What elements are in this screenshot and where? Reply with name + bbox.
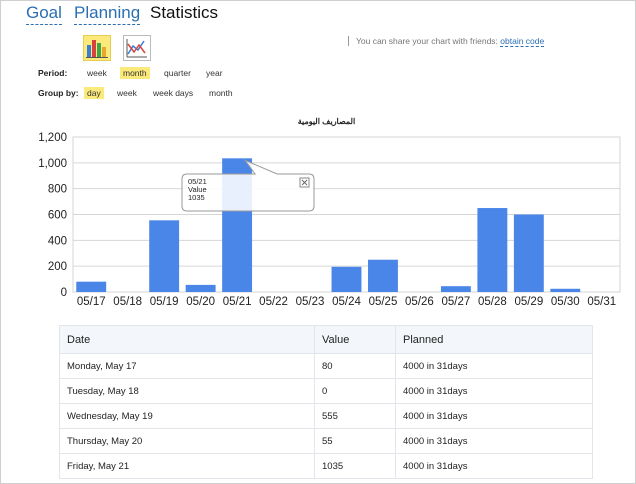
line-chart-icon [126,39,147,58]
table-header-row: Date Value Planned [59,325,593,354]
x-tick-label: 05/31 [587,296,616,308]
period-option-year[interactable]: year [206,68,223,78]
period-option-month[interactable]: month [120,67,150,79]
group-by-label: Group by: [38,88,79,98]
x-tick-label: 05/18 [113,296,142,308]
header-planned[interactable]: Planned [395,325,593,354]
period-label: Period: [38,68,68,78]
table-row: Monday, May 17 80 4000 in 31days [59,353,593,379]
table-row: Wednesday, May 19 555 4000 in 31days [59,403,593,429]
y-tick-label: 400 [48,235,67,247]
x-tick-label: 05/30 [551,296,580,308]
y-tick-label: 0 [61,287,67,299]
bar[interactable] [76,281,107,292]
tooltip-date: 05/21 [188,177,207,186]
period-option-quarter[interactable]: quarter [164,68,191,78]
y-tick-label: 1,200 [38,132,67,144]
x-tick-label: 05/24 [332,296,361,308]
x-tick-label: 05/21 [223,296,252,308]
bar[interactable] [440,286,471,292]
header-date[interactable]: Date [59,325,315,354]
cell-value: 80 [314,353,396,379]
y-tick-label: 1,000 [38,158,67,170]
x-tick-label: 05/20 [186,296,215,308]
cell-date: Tuesday, May 18 [59,378,315,404]
group-option-month[interactable]: month [209,88,233,98]
x-tick-label: 05/22 [259,296,288,308]
bar[interactable] [477,208,508,292]
tooltip-label: Value [188,185,207,194]
table-row: Tuesday, May 18 0 4000 in 31days [59,378,593,404]
chart-title: المصاريف اليومية [298,117,355,127]
tab-statistics[interactable]: Statistics [150,3,219,22]
cell-planned: 4000 in 31days [395,403,593,429]
x-tick-label: 05/28 [478,296,507,308]
cell-value: 0 [314,378,396,404]
x-tick-label: 05/17 [77,296,106,308]
cell-value: 555 [314,403,396,429]
x-tick-label: 05/27 [442,296,471,308]
bar[interactable] [331,266,362,292]
cell-planned: 4000 in 31days [395,353,593,379]
share-text: You can share your chart with friends: [356,36,498,46]
period-option-week[interactable]: week [87,68,107,78]
obtain-code-link[interactable]: obtain code [500,36,545,47]
tooltip-value: 1035 [188,193,205,202]
table-row: Thursday, May 20 55 4000 in 31days [59,428,593,454]
cell-value: 55 [314,428,396,454]
bar[interactable] [513,214,544,293]
y-tick-label: 800 [48,184,67,196]
tooltip-box [181,159,315,212]
cell-planned: 4000 in 31days [395,453,593,479]
bar[interactable] [149,220,180,292]
x-tick-label: 05/19 [150,296,179,308]
line-chart-button[interactable] [123,35,151,61]
bar[interactable] [550,288,581,292]
cell-date: Wednesday, May 19 [59,403,315,429]
x-tick-label: 05/29 [514,296,543,308]
daily-expenses-chart: المصاريف اليومية 0 200 400 600 800 1,000 1,200 0… [38,117,621,308]
tooltip-close-icon[interactable] [299,177,310,188]
table-row: Friday, May 21 1035 4000 in 31days [59,453,593,479]
share-message: You can share your chart with friends: o… [348,36,545,47]
cell-date: Thursday, May 20 [59,428,315,454]
x-tick-label: 05/26 [405,296,434,308]
header-value[interactable]: Value [314,325,396,354]
x-tick-label: 05/23 [296,296,325,308]
cell-date: Monday, May 17 [59,353,315,379]
tab-goal[interactable]: Goal [26,3,62,25]
x-tick-label: 05/25 [369,296,398,308]
group-option-week[interactable]: week [117,88,137,98]
group-option-day[interactable]: day [84,87,104,99]
bar-chart-icon [86,40,108,58]
bar-chart-button[interactable] [83,35,111,61]
cell-value: 1035 [314,453,396,479]
statistics-table: Date Value Planned Monday, May 17 80 400… [59,325,593,479]
group-option-week-days[interactable]: week days [153,88,194,98]
y-tick-label: 600 [48,210,67,222]
cell-planned: 4000 in 31days [395,428,593,454]
cell-planned: 4000 in 31days [395,378,593,404]
bar[interactable] [185,284,216,292]
y-tick-label: 200 [48,261,67,273]
bar[interactable] [368,259,398,292]
cell-date: Friday, May 21 [59,453,315,479]
tab-planning[interactable]: Planning [74,3,141,25]
